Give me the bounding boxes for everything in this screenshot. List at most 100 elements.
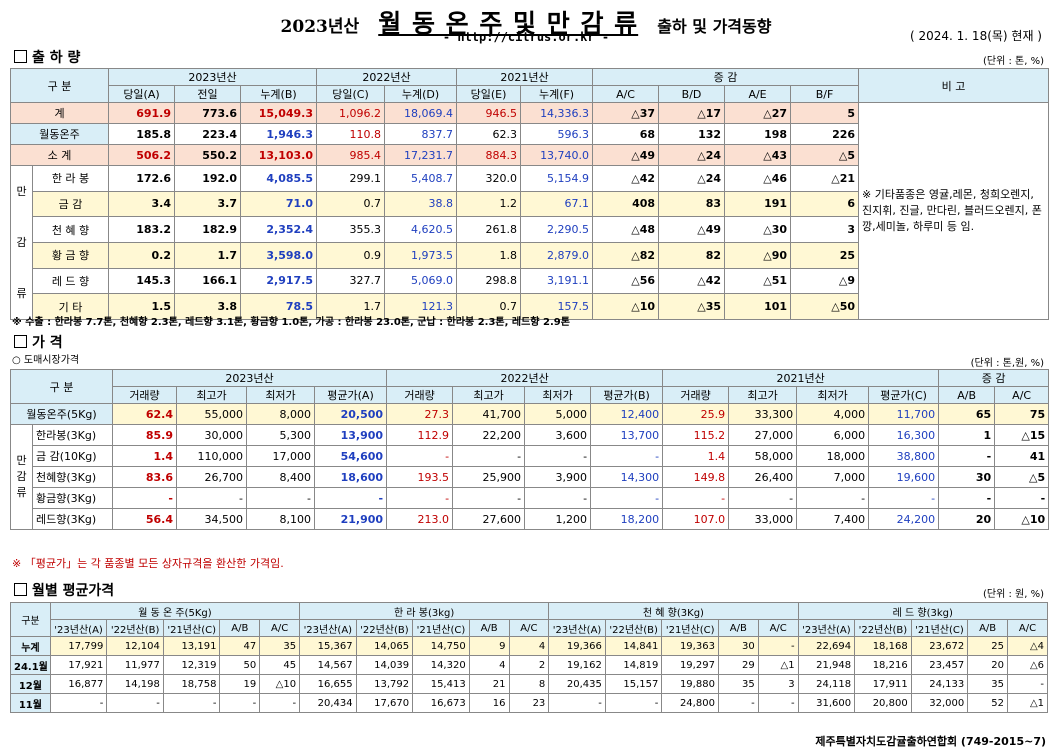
price-section-title: 가 격 bbox=[14, 332, 63, 352]
data-cell: - bbox=[1007, 674, 1048, 694]
data-cell: - bbox=[219, 693, 261, 713]
data-cell: 47 bbox=[219, 636, 261, 656]
price-unit: (단위 : 톤,원, %) bbox=[970, 358, 1044, 369]
data-cell: - bbox=[796, 487, 870, 509]
data-cell: 4,085.5 bbox=[239, 165, 318, 192]
data-cell: △1 bbox=[757, 655, 799, 675]
data-cell: △49 bbox=[592, 144, 660, 166]
data-cell: △4 bbox=[1007, 636, 1048, 656]
monthly-table: 구분 월 동 온 주(5Kg) 한 라 봉(3kg) 천 혜 향(3Kg) 레 … bbox=[10, 602, 1049, 713]
category-char: 감 bbox=[16, 470, 27, 483]
row-label: 레드향(3Kg) bbox=[32, 508, 113, 530]
row-label: 천혜향(3Kg) bbox=[32, 466, 113, 488]
data-cell: 1 bbox=[938, 424, 996, 446]
monthly-col-header: '22년산(B) bbox=[355, 619, 414, 637]
data-cell: 20,800 bbox=[854, 693, 912, 713]
data-cell: 110.8 bbox=[316, 123, 386, 145]
data-cell: - bbox=[938, 445, 996, 467]
data-cell: 5,000 bbox=[524, 403, 592, 425]
shipment-table: 구 분 2023년산 2022년산 2021년산 증 감 비 고 당일(A) 전일… bbox=[10, 68, 1050, 320]
shipment-col-header: 당일(A) bbox=[108, 85, 175, 103]
organization-footer: 제주특별자치도감귤출하연합회 (749-2015~7) bbox=[815, 735, 1046, 748]
data-cell: 355.3 bbox=[316, 216, 386, 243]
data-cell: 30 bbox=[938, 466, 996, 488]
data-cell: 14,567 bbox=[299, 655, 357, 675]
price-header-2021: 2021년산 bbox=[662, 369, 940, 387]
data-cell: 5,408.7 bbox=[384, 165, 458, 192]
data-cell: 85.9 bbox=[112, 424, 177, 446]
data-cell: 32,000 bbox=[910, 693, 969, 713]
data-cell: 16,655 bbox=[299, 674, 357, 694]
data-cell: 19,366 bbox=[548, 636, 606, 656]
data-cell: 16,300 bbox=[868, 424, 940, 446]
shipment-header-remark: 비 고 bbox=[858, 68, 1050, 103]
price-col-header: 평균가(A) bbox=[313, 386, 388, 404]
table-row: 계 691.9 773.6 15,049.3 1,096.2 18,069.4 946.5 1… bbox=[10, 102, 1050, 320]
data-cell: 26,400 bbox=[728, 466, 798, 488]
data-cell: 1,973.5 bbox=[384, 241, 458, 269]
row-label: 한라봉(3Kg) bbox=[32, 424, 113, 446]
data-cell: 1.2 bbox=[456, 190, 522, 218]
data-cell: 223.4 bbox=[174, 123, 241, 145]
data-cell: 23 bbox=[508, 693, 550, 713]
data-cell: 16,877 bbox=[49, 674, 108, 694]
data-cell: 13,900 bbox=[313, 424, 388, 446]
table-row: 12월 16,877 14,198 18,758 19 △10 16,655 13,792 15… bbox=[10, 674, 1048, 694]
data-cell: 213.0 bbox=[386, 508, 454, 530]
data-cell: 13,792 bbox=[355, 674, 414, 694]
data-cell: - bbox=[386, 445, 454, 467]
data-cell: 132 bbox=[658, 123, 726, 145]
data-cell: △5 bbox=[994, 466, 1050, 488]
row-label: 월동온주(5Kg) bbox=[10, 403, 113, 425]
price-col-header: 최저가 bbox=[246, 386, 315, 404]
data-cell: 1.4 bbox=[662, 445, 730, 467]
monthly-col-header: '23년산(A) bbox=[797, 619, 856, 637]
data-cell: 24,118 bbox=[797, 674, 856, 694]
data-cell: △24 bbox=[658, 144, 726, 166]
data-cell: 31,600 bbox=[797, 693, 856, 713]
data-cell: 14,750 bbox=[412, 636, 470, 656]
data-cell: 15,157 bbox=[604, 674, 663, 694]
data-cell: - bbox=[604, 693, 663, 713]
data-cell: - bbox=[717, 693, 759, 713]
data-cell: 35 bbox=[717, 674, 759, 694]
data-cell: 15,049.3 bbox=[239, 102, 318, 124]
data-cell: 17,799 bbox=[49, 636, 108, 656]
price-col-header: 최고가 bbox=[728, 386, 798, 404]
table-row: 누계 17,799 12,104 13,191 47 35 15,367 14,065 14,7… bbox=[10, 636, 1048, 656]
table-row: 금 감(10Kg) 1.4 110,000 17,000 54,600- - - -1.4 58… bbox=[11, 445, 1050, 467]
price-col-header: 거래량 bbox=[386, 386, 454, 404]
data-cell: 22,694 bbox=[797, 636, 856, 656]
price-col-header: 최고가 bbox=[176, 386, 247, 404]
data-cell: - bbox=[259, 693, 301, 713]
data-cell: - bbox=[176, 487, 247, 509]
data-cell: 21 bbox=[468, 674, 510, 694]
data-cell: 18,758 bbox=[162, 674, 221, 694]
shipment-unit: (단위 : 톤, %) bbox=[983, 56, 1044, 67]
data-cell: 1.8 bbox=[456, 241, 522, 269]
data-cell: △48 bbox=[592, 216, 660, 243]
data-cell: △1 bbox=[1007, 693, 1048, 713]
shipment-header-category: 구 분 bbox=[10, 68, 109, 103]
site-url[interactable]: - http://citrus.or.kr - bbox=[442, 30, 610, 44]
row-label: 기 타 bbox=[32, 293, 109, 320]
data-cell: 17,921 bbox=[49, 655, 108, 675]
data-cell: 45 bbox=[259, 655, 301, 675]
data-cell: 2,879.0 bbox=[520, 241, 594, 269]
price-header-2023: 2023년산 bbox=[111, 369, 388, 387]
row-label: 천 혜 향 bbox=[32, 216, 109, 243]
data-cell: 54,600 bbox=[313, 445, 388, 467]
data-cell: 5,069.0 bbox=[384, 267, 458, 295]
data-cell: 320.0 bbox=[456, 165, 522, 192]
data-cell: 4,000 bbox=[796, 403, 870, 425]
data-cell: △43 bbox=[724, 144, 792, 166]
monthly-col-header: '21년산(C) bbox=[412, 619, 470, 637]
data-cell: △9 bbox=[790, 267, 860, 295]
data-cell: 19 bbox=[219, 674, 261, 694]
data-cell: 1,946.3 bbox=[239, 123, 318, 145]
monthly-col-header: '23년산(A) bbox=[49, 619, 108, 637]
data-cell: 17,911 bbox=[854, 674, 912, 694]
data-cell: 121.3 bbox=[384, 293, 458, 320]
category-char: 류 bbox=[16, 486, 27, 499]
data-cell: 13,191 bbox=[162, 636, 221, 656]
